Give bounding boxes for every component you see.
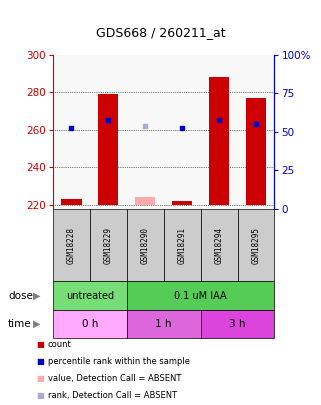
Text: percentile rank within the sample: percentile rank within the sample: [48, 357, 189, 366]
Text: dose: dose: [8, 291, 33, 301]
Bar: [209, 77, 229, 205]
Text: ▶: ▶: [33, 291, 41, 301]
Text: GSM18291: GSM18291: [178, 226, 187, 264]
Text: GSM18295: GSM18295: [251, 226, 261, 264]
Text: ■: ■: [36, 374, 44, 383]
Bar: [98, 94, 118, 205]
Text: ■: ■: [36, 340, 44, 349]
Text: rank, Detection Call = ABSENT: rank, Detection Call = ABSENT: [48, 391, 177, 400]
Bar: [172, 201, 192, 205]
Bar: [246, 98, 266, 205]
Text: GDS668 / 260211_at: GDS668 / 260211_at: [96, 26, 225, 39]
Bar: [135, 197, 155, 205]
Text: 0.1 uM IAA: 0.1 uM IAA: [174, 291, 227, 301]
Text: GSM18229: GSM18229: [104, 226, 113, 264]
Text: 0 h: 0 h: [82, 319, 98, 329]
Text: value, Detection Call = ABSENT: value, Detection Call = ABSENT: [48, 374, 181, 383]
Text: GSM18290: GSM18290: [141, 226, 150, 264]
Bar: [61, 199, 82, 205]
Text: ■: ■: [36, 357, 44, 366]
Text: ▶: ▶: [33, 319, 41, 329]
Text: ■: ■: [36, 391, 44, 400]
Text: time: time: [8, 319, 32, 329]
Text: untreated: untreated: [66, 291, 114, 301]
Text: GSM18294: GSM18294: [214, 226, 224, 264]
Text: 3 h: 3 h: [229, 319, 246, 329]
Text: 1 h: 1 h: [155, 319, 172, 329]
Text: count: count: [48, 340, 71, 349]
Text: GSM18228: GSM18228: [67, 226, 76, 264]
